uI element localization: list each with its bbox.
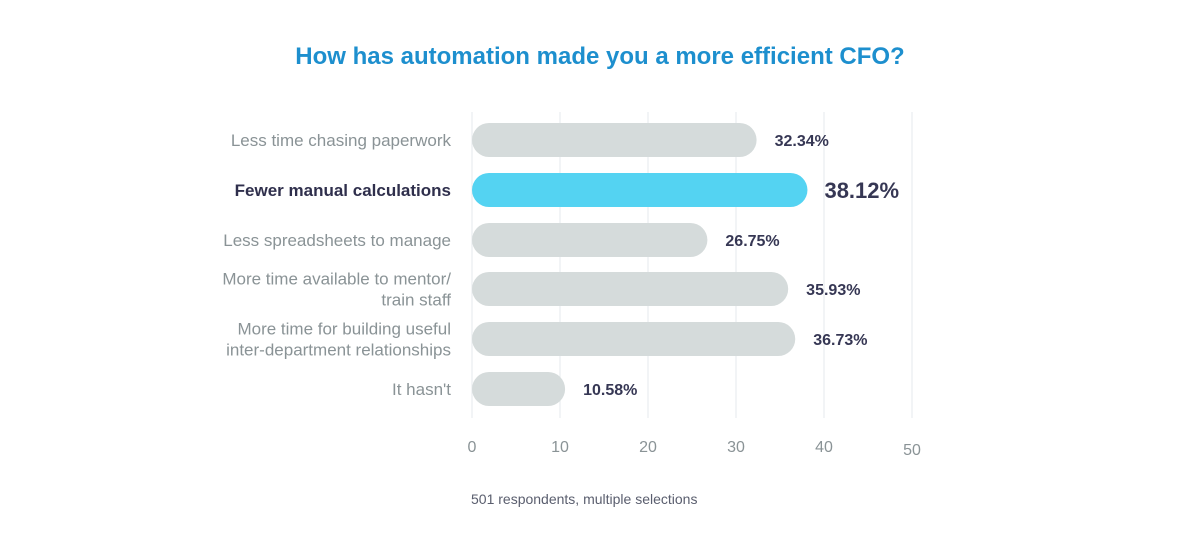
bars bbox=[472, 123, 808, 406]
value-label: 10.58% bbox=[583, 382, 637, 399]
footnote: 501 respondents, multiple selections bbox=[471, 491, 697, 507]
x-tick-label: 40 bbox=[815, 439, 833, 456]
category-labels: Less time chasing paperwork Fewer manual … bbox=[222, 131, 451, 399]
x-tick-label: 20 bbox=[639, 439, 657, 456]
category-label: Less spreadsheets to manage bbox=[223, 231, 451, 250]
category-label: Less time chasing paperwork bbox=[231, 131, 452, 150]
bar bbox=[472, 123, 757, 157]
x-tick-label: 30 bbox=[727, 439, 745, 456]
category-label: train staff bbox=[381, 291, 451, 310]
value-labels: 32.34% 38.12% 26.75% 35.93% 36.73% 10.58% bbox=[583, 133, 899, 399]
category-label: inter-department relationships bbox=[226, 341, 451, 360]
value-label: 32.34% bbox=[775, 133, 829, 150]
category-label: Fewer manual calculations bbox=[235, 181, 451, 200]
bar bbox=[472, 322, 796, 356]
category-label: More time for building useful bbox=[237, 320, 451, 339]
x-tick-label: 0 bbox=[468, 439, 477, 456]
grid-lines bbox=[471, 112, 913, 418]
x-axis-ticks: 0 10 20 30 40 50 bbox=[468, 439, 921, 459]
x-tick-label: 10 bbox=[551, 439, 569, 456]
bar bbox=[472, 173, 808, 207]
value-label: 36.73% bbox=[813, 332, 867, 349]
value-label: 35.93% bbox=[806, 282, 860, 299]
x-tick-label: 50 bbox=[903, 442, 921, 459]
bar bbox=[472, 223, 708, 257]
value-label: 26.75% bbox=[725, 233, 779, 250]
bar bbox=[472, 272, 789, 306]
category-label: More time available to mentor/ bbox=[222, 270, 451, 289]
category-label: It hasn't bbox=[392, 380, 451, 399]
bar bbox=[472, 372, 566, 406]
value-label: 38.12% bbox=[824, 178, 899, 203]
chart-title: How has automation made you a more effic… bbox=[295, 43, 904, 70]
